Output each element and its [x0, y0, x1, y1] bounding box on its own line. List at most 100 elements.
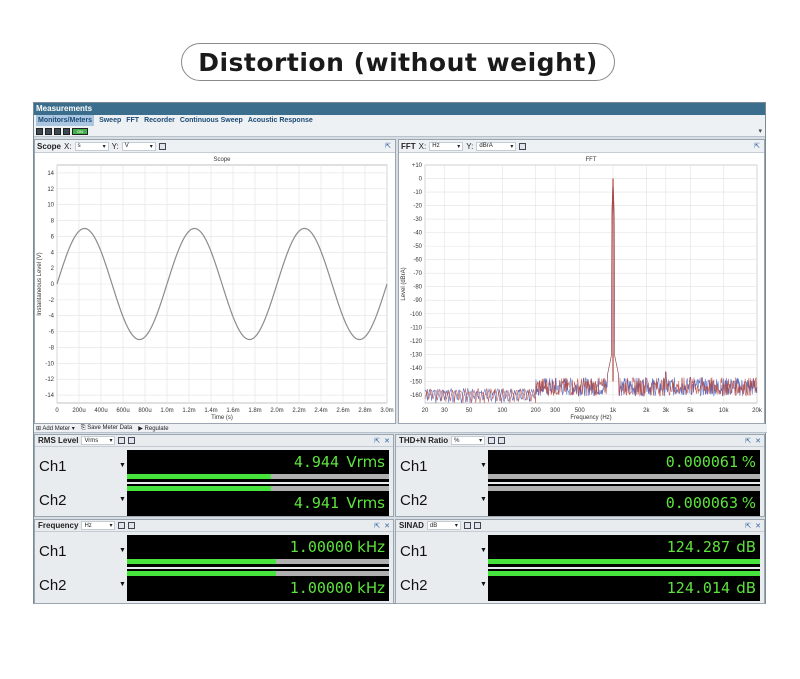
tab-recorder[interactable]: Recorder [144, 117, 175, 124]
popout-icon[interactable]: ⇱ [385, 143, 391, 150]
list-icon[interactable] [488, 437, 496, 444]
settings-icon[interactable] [473, 522, 481, 529]
fft-x-tick-label: 20k [752, 408, 763, 414]
ch1-label: Ch1 [400, 543, 428, 560]
tab-monitors-meters[interactable]: Monitors/Meters [36, 115, 95, 126]
ch2-dropdown-icon[interactable]: ▼ [119, 581, 126, 588]
thdn-unit-select[interactable]: % ▾ [451, 436, 486, 445]
scope-x-tick-label: 400u [94, 408, 107, 414]
ch2-dropdown-icon[interactable]: ▼ [480, 581, 487, 588]
thdn-ch2-row: Ch2 ▼ 0.000063 % [396, 483, 764, 516]
fft-y-tick-label: -100 [410, 312, 423, 318]
save-meter-data-button[interactable]: ⎘ Save Meter Data [80, 424, 133, 431]
on-toggle[interactable]: ON [72, 127, 88, 135]
thdn-header: THD+N Ratio % ▾ ⇱ ✕ [396, 435, 764, 447]
tab-continuous-sweep[interactable]: Continuous Sweep [179, 117, 243, 124]
frequency-unit-value: Hz [84, 522, 92, 529]
list-icon[interactable] [118, 522, 126, 529]
rms-unit-select[interactable]: Vrms ▾ [81, 436, 116, 445]
ch1-dropdown-icon[interactable]: ▼ [480, 462, 487, 469]
scope-y-select[interactable]: V ▾ [121, 141, 156, 151]
tab-sweep[interactable]: Sweep [99, 117, 122, 124]
thdn-ch1-unit: % [741, 453, 756, 471]
sinad-meter: SINAD dB ▾ ⇱ ✕ Ch1 ▼ 124.287 dB Ch2 ▼ 124.… [395, 519, 765, 604]
fft-x-tick-label: 5k [687, 408, 694, 414]
rms-unit-value: Vrms [84, 437, 99, 444]
frequency-ch1-display: 1.00000 kHz [127, 535, 389, 567]
scope-x-tick-label: 1.0m [160, 408, 173, 414]
rms-ch1-display: 4.944 Vrms [127, 450, 389, 482]
fft-x-tick-label: 500 [575, 408, 586, 414]
regulate-button[interactable]: ▶ Regulate [138, 425, 169, 432]
scope-x-tick-label: 0 [55, 408, 59, 414]
list-icon[interactable] [118, 437, 126, 444]
list-icon[interactable] [463, 522, 471, 529]
thdn-ratio-meter: THD+N Ratio % ▾ ⇱ ✕ Ch1 ▼ 0.000061 % Ch2 ▼… [395, 434, 765, 517]
chevron-down-icon: ▾ [479, 438, 483, 444]
close-icon[interactable]: ✕ [384, 522, 390, 530]
ch2-dropdown-icon[interactable]: ▼ [480, 496, 487, 503]
fft-y-tick-label: 0 [419, 177, 423, 183]
settings-icon[interactable] [498, 437, 506, 444]
chevron-down-icon: ▾ [109, 523, 113, 529]
popout-icon[interactable]: ⇱ [745, 437, 752, 445]
settings-icon[interactable] [128, 522, 136, 529]
close-icon[interactable]: ✕ [755, 522, 761, 530]
popout-icon[interactable]: ⇱ [754, 143, 760, 150]
regulate-label: Regulate [144, 425, 169, 432]
fft-y-tick-label: -70 [413, 271, 422, 277]
settings-icon[interactable] [519, 142, 527, 150]
popout-icon[interactable]: ⇱ [745, 522, 752, 530]
sinad-ch1-bar [488, 559, 760, 564]
ch1-dropdown-icon[interactable]: ▼ [119, 547, 126, 554]
fft-x-select[interactable]: Hz ▾ [429, 141, 464, 151]
scope-y-tick-label: -6 [49, 330, 55, 336]
close-icon[interactable]: ✕ [384, 437, 390, 445]
scope-x-unit: s [77, 143, 81, 149]
scope-y-tick-label: 10 [47, 203, 54, 209]
ch2-dropdown-icon[interactable]: ▼ [119, 496, 126, 503]
rms-header: RMS Level Vrms ▾ ⇱ ✕ [35, 435, 393, 447]
scope-y-tick-label: -4 [49, 314, 55, 320]
fft-y-select[interactable]: dBrA ▾ [476, 141, 517, 151]
scope-x-tick-label: 2.4m [314, 408, 327, 414]
scope-y-label: Y: [111, 141, 119, 151]
popout-icon[interactable]: ⇱ [374, 437, 381, 445]
fft-y-tick-label: -20 [413, 204, 422, 210]
tools-icon[interactable] [63, 127, 70, 135]
settings-icon[interactable] [158, 142, 166, 150]
sinad-unit-select[interactable]: dB ▾ [426, 521, 461, 530]
scope-chart-title: Scope [213, 157, 231, 163]
fft-y-tick-label: -10 [413, 190, 422, 196]
sinad-ch2-row: Ch2 ▼ 124.014 dB [396, 568, 764, 601]
fft-y-tick-label: -40 [413, 231, 422, 237]
fft-ch2-spectrum [424, 184, 758, 404]
ch1-dropdown-icon[interactable]: ▼ [480, 547, 487, 554]
frequency-unit-select[interactable]: Hz ▾ [81, 521, 116, 530]
scope-waveform [56, 227, 388, 341]
add-meter-button[interactable]: ⊞ Add Meter ▾ [36, 425, 75, 432]
scope-y-tick-label: 2 [51, 266, 55, 272]
fft-x-tick-label: 100 [497, 408, 508, 414]
grid-icon[interactable] [45, 127, 52, 135]
scope-y-tick-label: 4 [51, 250, 55, 256]
scope-x-select[interactable]: s ▾ [74, 141, 109, 151]
rms-ch1-value: 4.944 [293, 453, 339, 471]
window-icon[interactable] [54, 127, 61, 135]
ch1-dropdown-icon[interactable]: ▼ [119, 462, 126, 469]
filter-icon[interactable]: ▾ [758, 128, 762, 135]
layout-icon[interactable] [36, 127, 43, 135]
scope-x-tick-label: 2.2m [292, 408, 305, 414]
tab-acoustic-response[interactable]: Acoustic Response [247, 117, 313, 124]
fft-y-tick-label: -30 [413, 217, 422, 223]
close-icon[interactable]: ✕ [755, 437, 761, 445]
tab-fft[interactable]: FFT [126, 117, 140, 124]
popout-icon[interactable]: ⇱ [374, 522, 381, 530]
chevron-down-icon: ▾ [102, 143, 106, 150]
settings-icon[interactable] [128, 437, 136, 444]
fft-x-tick-label: 3k [663, 408, 670, 414]
scope-x-tick-label: 3.0m [380, 408, 393, 414]
sinad-ch2-bar [488, 571, 760, 576]
main-toolbar: ON ▾ [34, 126, 765, 137]
rms-ch2-row: Ch2 ▼ 4.941 Vrms [35, 483, 393, 516]
